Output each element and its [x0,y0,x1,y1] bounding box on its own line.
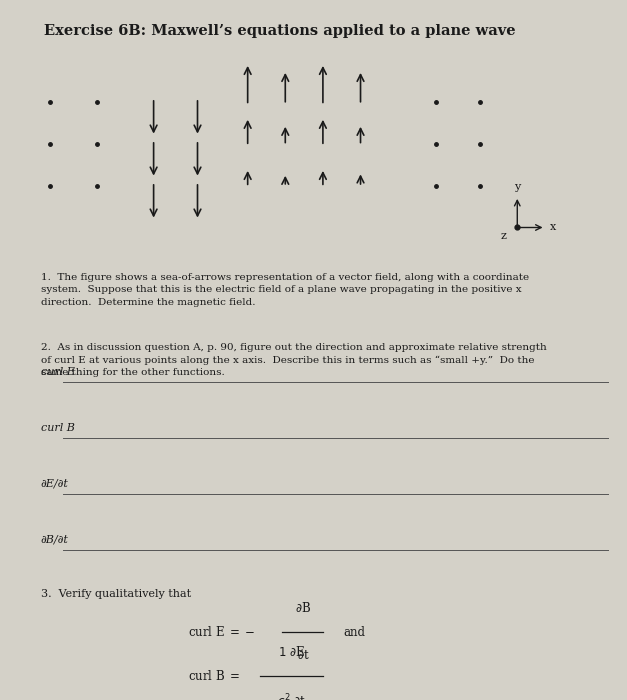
Text: ∂E/∂t: ∂E/∂t [41,479,68,489]
Text: 2.  As in discussion question A, p. 90, figure out the direction and approximate: 2. As in discussion question A, p. 90, f… [41,343,547,377]
Text: 3.  Verify qualitatively that: 3. Verify qualitatively that [41,589,191,599]
Text: curl E: curl E [41,367,75,377]
Text: curl B $=$: curl B $=$ [188,668,241,682]
Text: y: y [514,183,520,193]
Text: x: x [550,223,556,232]
Text: ∂B/∂t: ∂B/∂t [41,535,68,545]
Text: curl B: curl B [41,423,75,433]
Text: 1.  The figure shows a sea-of-arrows representation of a vector field, along wit: 1. The figure shows a sea-of-arrows repr… [41,273,529,307]
Text: z: z [500,231,506,241]
Text: curl E $= -$: curl E $= -$ [188,625,255,639]
Text: and: and [344,626,366,638]
Text: Exercise 6B: Maxwell’s equations applied to a plane wave: Exercise 6B: Maxwell’s equations applied… [44,25,515,38]
Text: $\partial$t: $\partial$t [297,649,309,662]
Text: $1\ \partial$E: $1\ \partial$E [278,645,305,659]
Text: $c^2\ \partial$t: $c^2\ \partial$t [277,692,306,700]
Text: $\partial$B: $\partial$B [295,601,311,615]
